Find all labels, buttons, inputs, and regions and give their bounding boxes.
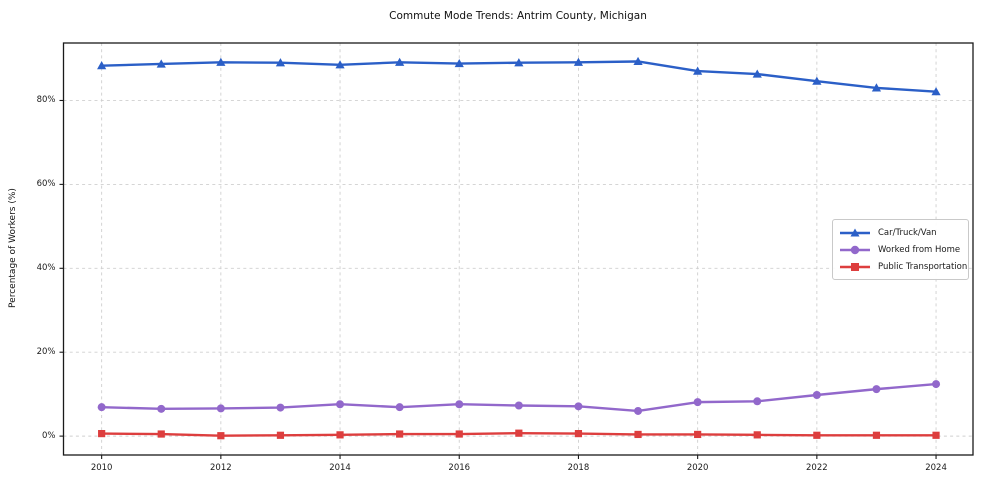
legend-label: Worked from Home <box>878 244 961 255</box>
data-point-marker <box>275 58 286 67</box>
data-point-marker <box>157 404 166 413</box>
tick-marks <box>59 99 937 459</box>
data-point-marker <box>872 431 881 439</box>
data-point-marker <box>396 430 404 438</box>
data-point-marker <box>395 403 404 412</box>
data-point-marker <box>514 401 523 410</box>
series-car-truck-van <box>97 56 941 96</box>
data-point-marker <box>633 56 643 66</box>
data-point-marker <box>812 391 821 400</box>
data-point-marker <box>156 59 166 68</box>
data-point-marker <box>871 83 882 92</box>
data-point-marker <box>752 69 762 78</box>
data-point-marker <box>694 430 702 439</box>
y-tick-label: 0% <box>42 431 56 442</box>
data-point-marker <box>753 397 762 406</box>
data-point-marker <box>276 403 285 412</box>
legend-triangle-marker-icon <box>840 228 870 236</box>
data-point-marker <box>395 57 405 66</box>
y-tick-label: 80% <box>36 95 56 106</box>
x-tick-label: 2016 <box>448 463 471 473</box>
legend-item-worked-from-home: Worked from Home <box>839 241 962 258</box>
y-tick-label: 20% <box>36 347 56 358</box>
data-point-marker <box>216 404 225 413</box>
data-point-marker <box>336 400 345 409</box>
data-point-marker <box>634 430 642 439</box>
data-point-marker <box>812 76 822 85</box>
legend-label: Public Transportation <box>878 261 968 272</box>
x-tick-label: 2024 <box>925 463 947 473</box>
data-point-marker <box>454 58 464 68</box>
x-tick-label: 2022 <box>806 463 828 473</box>
data-point-marker <box>157 430 165 438</box>
x-tick-label: 2018 <box>567 463 590 473</box>
data-point-marker <box>455 400 464 409</box>
y-axis-label: Percentage of Workers (%) <box>8 188 18 308</box>
data-point-marker <box>336 431 344 439</box>
y-tick-label: 40% <box>36 263 56 274</box>
data-point-marker <box>515 429 523 437</box>
data-point-marker <box>753 431 761 439</box>
data-point-marker <box>574 430 583 438</box>
data-point-marker <box>514 58 524 67</box>
legend-square-marker-icon <box>840 262 870 271</box>
data-point-marker <box>574 402 583 411</box>
x-tick-label: 2012 <box>210 463 232 473</box>
data-point-marker <box>216 57 226 66</box>
data-point-marker <box>276 431 285 439</box>
data-point-marker <box>573 57 584 66</box>
data-point-marker <box>335 60 345 69</box>
data-point-marker <box>932 380 941 389</box>
data-point-marker <box>97 403 106 412</box>
data-point-marker <box>455 430 463 438</box>
legend-item-car-truck-van: Car/Truck/Van <box>839 224 962 241</box>
plot-border <box>62 42 974 456</box>
data-point-marker <box>872 385 881 394</box>
series-public-transportation <box>98 429 940 440</box>
legend-item-public-transportation: Public Transportation <box>839 258 967 275</box>
x-tick-label: 2010 <box>90 463 113 473</box>
legend-circle-marker-icon <box>840 245 870 254</box>
y-tick-label: 60% <box>36 179 56 190</box>
data-point-marker <box>931 87 941 96</box>
legend-label: Car/Truck/Van <box>878 227 937 238</box>
chart-title: Commute Mode Trends: Antrim County, Mich… <box>389 10 647 22</box>
data-point-marker <box>813 431 821 439</box>
legend: Car/Truck/Van Worked from Home Public Tran… <box>832 219 969 280</box>
data-point-marker <box>693 398 702 407</box>
data-point-marker <box>217 432 225 440</box>
data-point-marker <box>98 430 106 438</box>
x-tick-label: 2020 <box>686 463 709 473</box>
series-worked-from-home <box>97 380 941 415</box>
data-point-marker <box>97 61 107 70</box>
data-point-marker <box>634 406 643 415</box>
data-point-marker <box>693 66 703 75</box>
x-tick-label: 2014 <box>329 463 351 473</box>
data-point-marker <box>932 431 940 439</box>
